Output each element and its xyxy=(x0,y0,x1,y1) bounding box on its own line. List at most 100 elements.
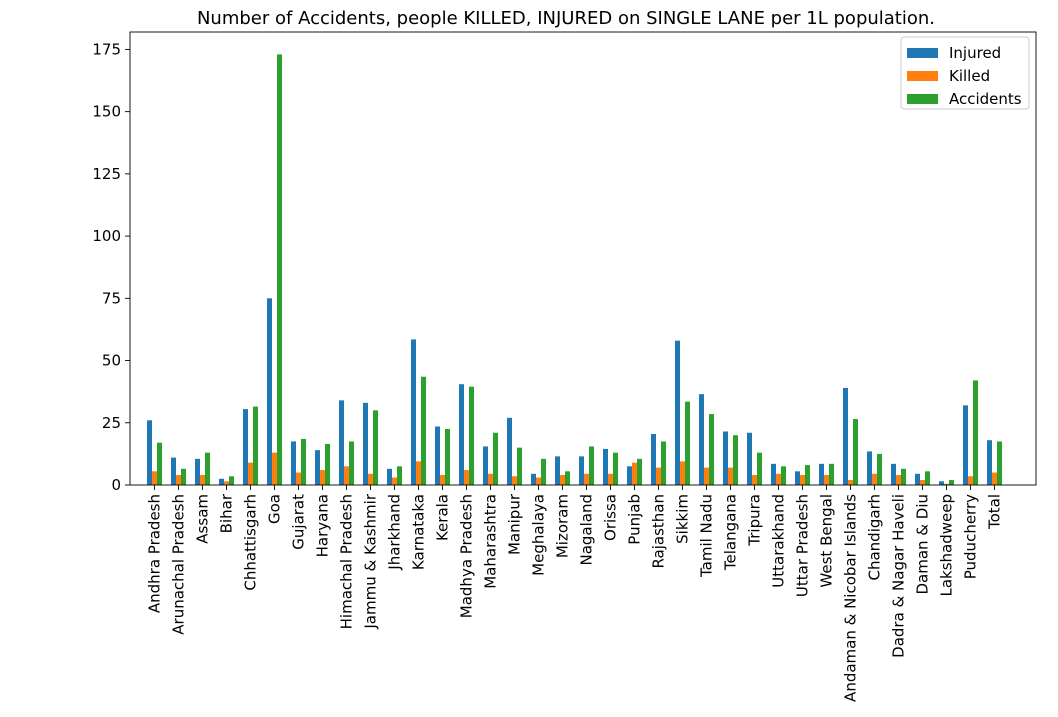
bar-killed-22 xyxy=(680,461,685,485)
bar-injured-4 xyxy=(243,409,248,485)
x-tick-label: Sikkim xyxy=(674,494,692,544)
bar-injured-29 xyxy=(843,387,848,485)
x-tick-label: Goa xyxy=(266,494,284,524)
bar-killed-35 xyxy=(992,472,997,485)
bar-injured-11 xyxy=(411,339,416,485)
bar-injured-23 xyxy=(699,394,704,485)
y-tick-label: 0 xyxy=(111,476,121,494)
bar-injured-16 xyxy=(531,473,536,485)
bar-injured-24 xyxy=(723,431,728,485)
x-tick-label: Mizoram xyxy=(554,494,572,558)
y-tick-label: 150 xyxy=(92,103,121,121)
x-tick-label: Jammu & Kashmir xyxy=(362,493,380,629)
bar-killed-9 xyxy=(368,473,373,485)
bar-killed-32 xyxy=(920,480,925,485)
bar-accidents-34 xyxy=(973,380,978,485)
bar-accidents-19 xyxy=(613,452,618,485)
bar-killed-10 xyxy=(392,477,397,485)
bar-killed-3 xyxy=(224,481,229,485)
bar-injured-34 xyxy=(963,405,968,485)
bar-accidents-27 xyxy=(805,465,810,485)
x-tick-label: Assam xyxy=(194,494,212,544)
x-tick-label: Tamil Nadu xyxy=(698,494,716,578)
bar-injured-32 xyxy=(915,473,920,485)
chart-title: Number of Accidents, people KILLED, INJU… xyxy=(197,8,935,29)
legend-label-killed: Killed xyxy=(949,67,990,85)
bar-accidents-0 xyxy=(157,442,162,485)
x-tick-label: Orissa xyxy=(602,494,620,541)
y-tick-label: 50 xyxy=(102,352,121,370)
x-tick-label: Bihar xyxy=(218,493,236,533)
x-tick-label: Manipur xyxy=(506,493,524,555)
bar-accidents-4 xyxy=(253,406,258,485)
bar-accidents-20 xyxy=(637,458,642,485)
x-tick-label: Total xyxy=(986,494,1004,530)
bar-accidents-3 xyxy=(229,476,234,485)
bar-accidents-23 xyxy=(709,414,714,485)
bar-killed-16 xyxy=(536,477,541,485)
bar-killed-27 xyxy=(800,475,805,485)
bar-killed-28 xyxy=(824,475,829,485)
bar-killed-31 xyxy=(896,475,901,485)
bar-accidents-22 xyxy=(685,401,690,485)
bar-killed-34 xyxy=(968,476,973,485)
bar-killed-33 xyxy=(944,483,949,485)
bar-injured-3 xyxy=(219,478,224,485)
bar-accidents-14 xyxy=(493,432,498,485)
bar-injured-26 xyxy=(771,463,776,485)
bar-killed-2 xyxy=(200,475,205,485)
bar-killed-14 xyxy=(488,473,493,485)
bar-accidents-25 xyxy=(757,452,762,485)
bar-injured-6 xyxy=(291,441,296,485)
bar-accidents-5 xyxy=(277,54,282,486)
plot-area: 0 25 50 75 100 125 150 175 Andhra Pradesh Arunach… xyxy=(92,31,1037,702)
x-tick-label: Haryana xyxy=(314,494,332,557)
bar-killed-11 xyxy=(416,461,421,485)
x-tick-label: Uttarakhand xyxy=(770,494,788,588)
bar-accidents-15 xyxy=(517,447,522,485)
bar-killed-7 xyxy=(320,470,325,485)
bar-killed-13 xyxy=(464,470,469,485)
bar-injured-7 xyxy=(315,450,320,485)
bar-injured-22 xyxy=(675,340,680,485)
x-tick-label: Tripura xyxy=(746,494,764,547)
bar-accidents-31 xyxy=(901,468,906,485)
legend-swatch-accidents xyxy=(907,94,938,104)
bar-injured-12 xyxy=(435,426,440,485)
bar-killed-5 xyxy=(272,452,277,485)
x-tick-label: Uttar Pradesh xyxy=(794,494,812,597)
bar-accidents-28 xyxy=(829,463,834,485)
bar-accidents-18 xyxy=(589,446,594,485)
bar-injured-25 xyxy=(747,432,752,485)
x-tick-label: Chandigarh xyxy=(866,494,884,581)
x-tick-label: West Bengal xyxy=(818,494,836,588)
bar-accidents-13 xyxy=(469,386,474,485)
x-tick-label: Meghalaya xyxy=(530,494,548,576)
bar-killed-0 xyxy=(152,471,157,485)
bar-accidents-33 xyxy=(949,480,954,485)
x-tick-label: Kerala xyxy=(434,494,452,541)
bar-killed-21 xyxy=(656,467,661,485)
bar-injured-10 xyxy=(387,468,392,485)
y-tick-label: 100 xyxy=(92,227,121,245)
bar-killed-6 xyxy=(296,472,301,485)
axes-frame xyxy=(129,31,1037,486)
x-tick-label: Rajasthan xyxy=(650,494,668,569)
x-tick-label: Jharkhand xyxy=(386,494,404,571)
y-tick-label: 75 xyxy=(102,289,121,307)
bar-injured-5 xyxy=(267,298,272,485)
legend-label-injured: Injured xyxy=(949,44,1001,62)
bar-injured-14 xyxy=(483,446,488,485)
bar-killed-8 xyxy=(344,466,349,485)
bar-killed-19 xyxy=(608,473,613,485)
bar-injured-35 xyxy=(987,440,992,485)
x-tick-label: Chhattisgarh xyxy=(242,494,260,591)
x-tick-label: Karnataka xyxy=(410,494,428,570)
bar-injured-27 xyxy=(795,471,800,485)
bar-injured-1 xyxy=(171,457,176,485)
bar-injured-13 xyxy=(459,384,464,485)
bar-injured-15 xyxy=(507,417,512,485)
bar-injured-8 xyxy=(339,400,344,485)
bar-injured-33 xyxy=(939,481,944,485)
